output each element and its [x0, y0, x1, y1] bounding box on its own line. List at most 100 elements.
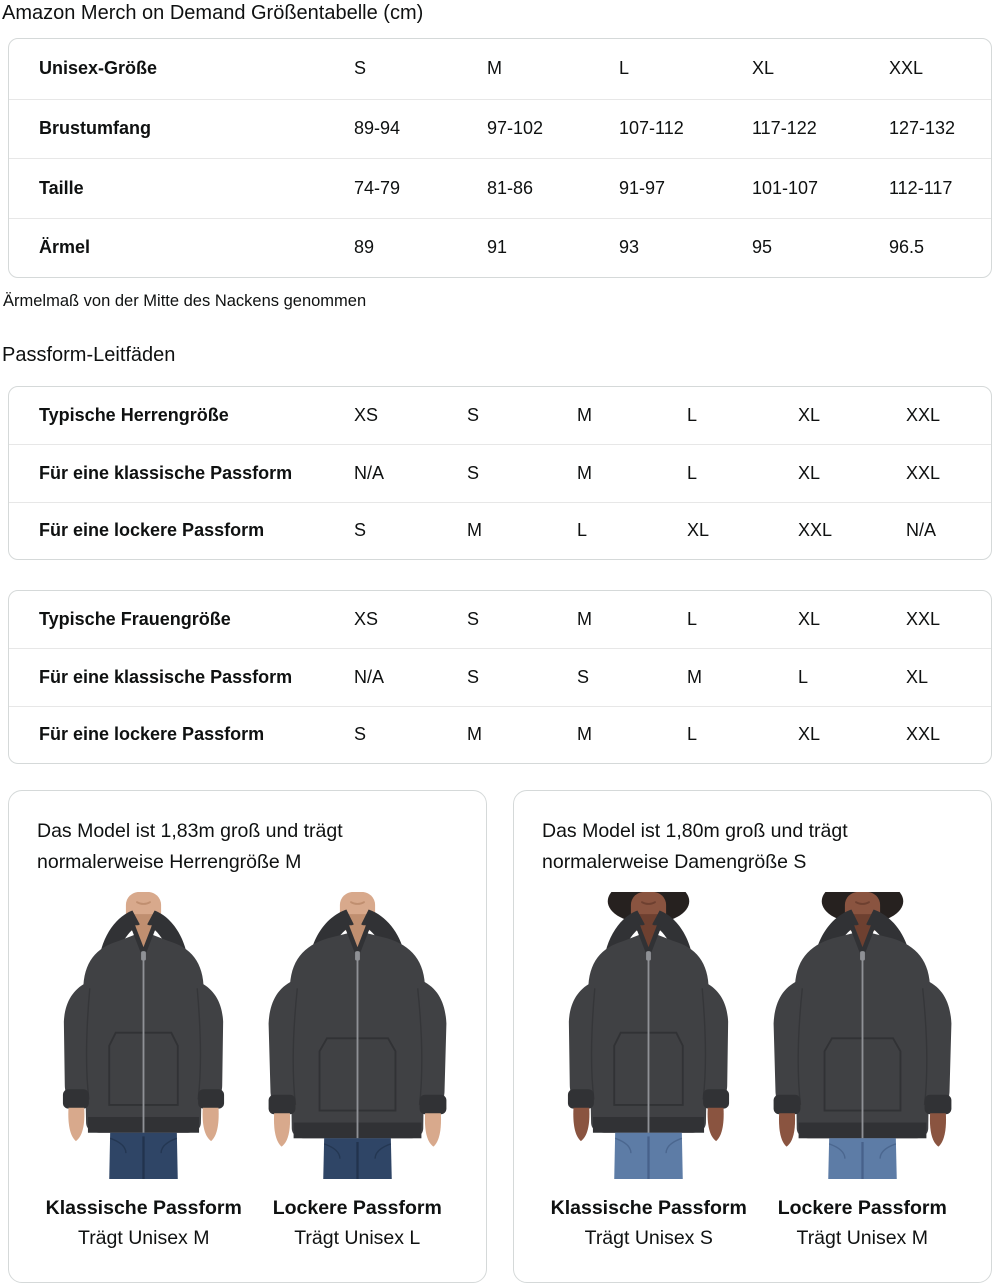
size-column-header: XXL — [889, 58, 924, 79]
row-label: Ärmel — [39, 237, 91, 258]
row-label: Typische Herrengröße — [39, 405, 229, 426]
size-cell: XXL — [906, 405, 941, 426]
size-cell: 107-112 — [619, 118, 684, 139]
size-cell: 127-132 — [889, 118, 956, 139]
size-column-header: M — [487, 58, 502, 79]
female-model-loose-fit-photo — [756, 884, 969, 1187]
model-figures: Klassische Passform Trägt Unisex M Locke… — [37, 884, 464, 1250]
size-cell: M — [577, 462, 592, 483]
size-cell: 97-102 — [487, 118, 544, 139]
size-cell: 91-97 — [619, 177, 666, 198]
row-label: Für eine lockere Passform — [39, 520, 265, 541]
female-model-classic-fit-photo — [542, 884, 755, 1187]
size-cell: S — [354, 520, 367, 541]
table-row: Taille 74-79 81-86 91-97 101-107 112-117 — [9, 158, 991, 218]
fit-label: Lockere Passform — [272, 1197, 442, 1219]
page-title: Amazon Merch on Demand Größentabelle (cm… — [2, 2, 424, 24]
size-column-header: L — [619, 58, 630, 79]
size-cell: 117-122 — [752, 118, 817, 139]
size-column-header: S — [354, 58, 367, 79]
size-cell: M — [577, 609, 592, 630]
male-model-loose-fit-photo — [251, 884, 464, 1187]
table-row: Typische Frauengröße XS S M L XL XXL — [9, 591, 991, 648]
size-cell: M — [687, 666, 702, 687]
fit-label: Lockere Passform — [777, 1197, 947, 1219]
size-cell: M — [577, 724, 592, 745]
table-row: Für eine klassische Passform N/A S S M L… — [9, 648, 991, 705]
size-cell: 112-117 — [889, 177, 953, 198]
size-cell: 89-94 — [354, 118, 401, 139]
size-cell: XL — [687, 520, 710, 541]
mens-fit-table: Typische Herrengröße XS S M L XL XXL Für… — [8, 386, 992, 560]
size-cell: L — [687, 609, 698, 630]
size-cell: S — [467, 609, 480, 630]
size-cell: L — [798, 666, 809, 687]
model-figure-loose: Lockere Passform Trägt Unisex L — [251, 884, 465, 1250]
size-cell: L — [687, 405, 698, 426]
male-model-classic-fit-photo — [37, 884, 250, 1187]
size-cell: XL — [798, 405, 821, 426]
size-cell: 81-86 — [487, 177, 534, 198]
table-header-row: Unisex-Größe S M L XL XXL — [9, 39, 991, 99]
size-cell: 74-79 — [354, 177, 401, 198]
size-cell: 91 — [487, 237, 508, 258]
row-label: Typische Frauengröße — [39, 609, 231, 630]
size-cell: 101-107 — [752, 177, 819, 198]
size-cell: XXL — [906, 609, 941, 630]
table-row: Typische Herrengröße XS S M L XL XXL — [9, 387, 991, 444]
size-cell: M — [467, 724, 482, 745]
size-cell: L — [687, 724, 698, 745]
row-label: Unisex-Größe — [39, 58, 158, 79]
size-cell: S — [467, 462, 480, 483]
womens-model-card: Das Model ist 1,80m groß und trägt norma… — [513, 790, 992, 1283]
model-figure-classic: Klassische Passform Trägt Unisex M — [37, 884, 251, 1250]
row-label: Für eine klassische Passform — [39, 462, 293, 483]
fit-label: Klassische Passform — [45, 1197, 242, 1219]
size-cell: 89 — [354, 237, 375, 258]
unisex-size-table: Unisex-Größe S M L XL XXL Brustumfang 89… — [8, 38, 992, 278]
size-cell: XS — [354, 609, 379, 630]
size-cell: S — [354, 724, 367, 745]
table-row: Brustumfang 89-94 97-102 107-112 117-122… — [9, 98, 991, 159]
size-cell: XL — [798, 724, 821, 745]
row-label: Für eine lockere Passform — [39, 724, 265, 745]
model-figure-classic: Klassische Passform Trägt Unisex S — [542, 884, 756, 1250]
worn-size-label: Trägt Unisex L — [294, 1227, 421, 1249]
model-description: Das Model ist 1,80m groß und trägt norma… — [542, 820, 848, 873]
size-cell: 96.5 — [889, 237, 925, 258]
row-label: Für eine klassische Passform — [39, 666, 293, 687]
womens-fit-table: Typische Frauengröße XS S M L XL XXL Für… — [8, 590, 992, 764]
size-cell: 95 — [752, 237, 773, 258]
worn-size-label: Trägt Unisex M — [78, 1227, 210, 1249]
size-cell: M — [577, 405, 592, 426]
size-cell: S — [467, 405, 480, 426]
table-row: Für eine klassische Passform N/A S M L X… — [9, 444, 991, 501]
size-cell: XXL — [906, 462, 941, 483]
sleeve-measurement-footnote: Ärmelmaß von der Mitte des Nackens genom… — [3, 292, 367, 310]
row-label: Brustumfang — [39, 118, 151, 139]
size-cell: XXL — [798, 520, 833, 541]
table-row: Für eine lockere Passform S M M L XL XXL — [9, 705, 991, 763]
model-figure-loose: Lockere Passform Trägt Unisex M — [756, 884, 970, 1250]
fit-guides-heading: Passform-Leitfäden — [2, 344, 176, 366]
table-row: Für eine lockere Passform S M L XL XXL N… — [9, 501, 991, 559]
size-cell: N/A — [354, 462, 385, 483]
size-column-header: XL — [752, 58, 775, 79]
table-row: Ärmel 89 91 93 95 96.5 — [9, 217, 991, 278]
size-cell: N/A — [906, 520, 937, 541]
size-cell: XL — [798, 609, 821, 630]
size-cell: XL — [906, 666, 929, 687]
size-cell: XXL — [906, 724, 941, 745]
size-cell: S — [577, 666, 590, 687]
size-cell: XS — [354, 405, 379, 426]
size-cell: N/A — [354, 666, 385, 687]
fit-label: Klassische Passform — [550, 1197, 747, 1219]
size-cell: 93 — [619, 237, 640, 258]
row-label: Taille — [39, 177, 84, 198]
size-cell: L — [577, 520, 588, 541]
model-cards-row: Das Model ist 1,83m groß und trägt norma… — [8, 790, 992, 1283]
model-description: Das Model ist 1,83m groß und trägt norma… — [37, 820, 343, 873]
worn-size-label: Trägt Unisex S — [584, 1227, 713, 1249]
size-cell: S — [467, 666, 480, 687]
model-figures: Klassische Passform Trägt Unisex S Locke… — [542, 884, 969, 1250]
